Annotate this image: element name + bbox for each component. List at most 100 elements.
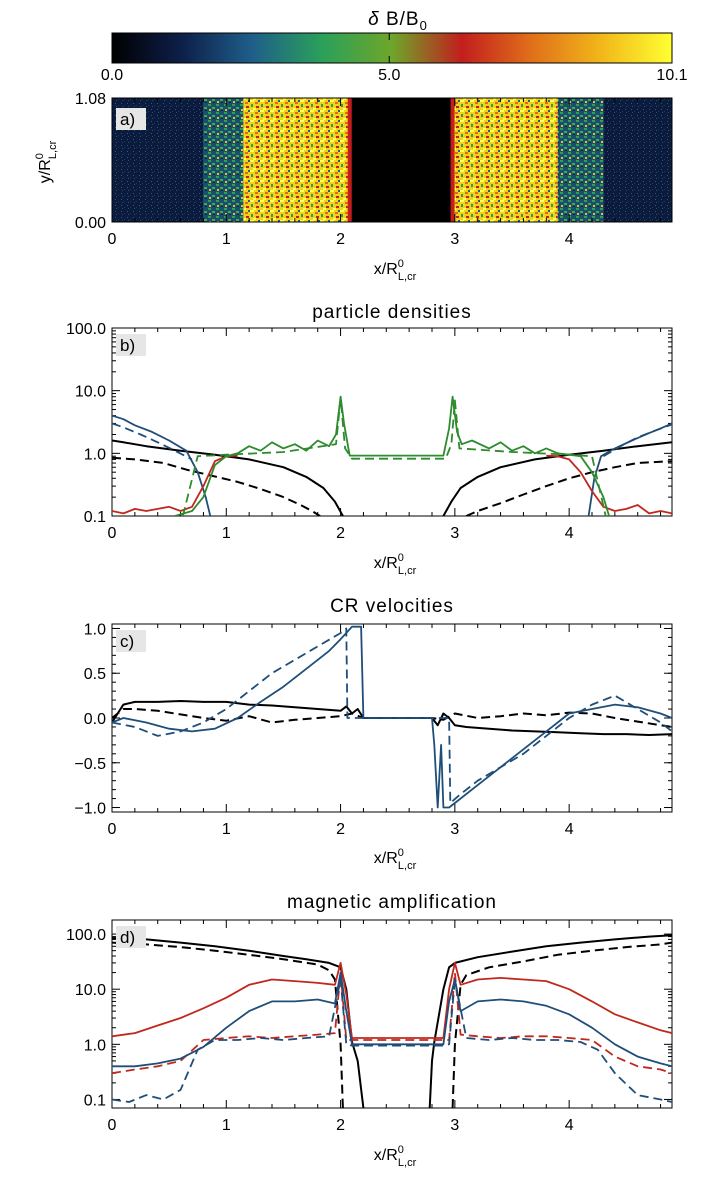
x-axis-label: x/R0 L,cr: [374, 847, 417, 872]
x-tick-label: 4: [565, 525, 574, 542]
y-axis-label-sup: 0: [34, 153, 46, 159]
series-line: [442, 441, 672, 516]
panel-label-bg: [116, 926, 146, 948]
y-tick-label: 0.1: [84, 1092, 106, 1109]
x-tick-label: 2: [336, 821, 345, 838]
x-axis-label-sup: 0: [398, 258, 404, 270]
y-tick-label: 0.1: [84, 509, 106, 526]
plot-frame: [111, 919, 673, 1109]
x-tick-label: 2: [336, 525, 345, 542]
heatmap-band: [452, 98, 558, 222]
series-line: [174, 395, 610, 516]
series-line: [451, 941, 672, 1108]
series-line: [112, 700, 672, 736]
colorbar-gradient: [111, 32, 673, 64]
x-axis-label-sub: L,cr: [398, 565, 417, 577]
x-axis-label: x/R0 L,cr: [374, 258, 417, 283]
y-tick-label: 1.08: [75, 91, 106, 108]
x-axis-label-main: x/R: [374, 1147, 398, 1164]
heatmap-band: [243, 98, 350, 222]
y-tick-label: 10.0: [75, 982, 106, 999]
panel-title: magnetic amplification: [287, 892, 497, 913]
colorbar-label: δ B/B0: [368, 9, 428, 33]
colorbar-label-sub: 0: [420, 18, 428, 33]
y-tick-label: 100.0: [66, 927, 106, 944]
x-tick-label: 1: [222, 821, 231, 838]
x-tick-label: 1: [222, 525, 231, 542]
series-line: [112, 625, 672, 809]
colorbar-tick-label: 0.0: [101, 67, 123, 84]
heatmap-band: [203, 98, 244, 222]
x-axis-label: x/R0 L,cr: [374, 1144, 417, 1169]
series-line: [112, 439, 344, 516]
y-tick-label: 0.00: [75, 215, 106, 232]
plot-frame: [111, 97, 673, 223]
x-tick-label: 3: [450, 525, 459, 542]
series-line: [112, 971, 672, 1075]
y-tick-label: 1.0: [84, 1037, 106, 1054]
series-line: [112, 941, 344, 1108]
panel-label: b): [120, 336, 135, 355]
panel-label-bg: [116, 108, 146, 130]
panel-label: a): [120, 110, 135, 129]
x-axis-label-sup: 0: [398, 1144, 404, 1156]
x-tick-label: 2: [336, 231, 345, 248]
series-line: [112, 456, 321, 516]
y-axis-label: y/R0L,cr: [34, 140, 59, 183]
series-line: [112, 414, 212, 516]
colorbar-tick-label: 10.1: [656, 67, 687, 84]
series-line: [602, 423, 672, 457]
x-tick-label: 2: [336, 1117, 345, 1134]
x-axis-label-main: x/R: [374, 555, 398, 572]
x-axis-label: x/R0 L,cr: [374, 552, 417, 577]
x-tick-label: 3: [450, 231, 459, 248]
panel-title: particle densities: [312, 302, 472, 323]
x-axis-label-sup: 0: [398, 847, 404, 859]
panel-d-magnetic-amplification: magnetic amplification 0 1 2 3 4 0.1 1.0 10.0 100…: [66, 892, 673, 1169]
y-tick-label: 1.0: [84, 446, 106, 463]
panel-label: c): [120, 632, 134, 651]
panel-label-bg: [116, 334, 146, 356]
series-group: [112, 625, 672, 809]
y-tick-label: 0.5: [84, 666, 106, 683]
series-group: [112, 934, 672, 1108]
series-line: [112, 454, 238, 515]
heatmap-shock-edge: [450, 98, 455, 222]
series-line: [112, 627, 672, 804]
y-tick-label: 0.0: [84, 711, 106, 728]
y-tick-label: −0.5: [74, 756, 106, 773]
x-tick-label: 4: [565, 1117, 574, 1134]
x-tick-label: 1: [222, 231, 231, 248]
series-line: [546, 454, 672, 515]
colorbar-label-main: B/B: [386, 9, 420, 30]
x-axis-label-sub: L,cr: [398, 1157, 417, 1169]
colorbar-label-symbol: δ: [368, 9, 386, 30]
x-tick-label: 0: [108, 1117, 117, 1134]
x-tick-label: 3: [450, 1117, 459, 1134]
colorbar: δ B/B0 0.0 5.0 10.1: [101, 9, 688, 84]
y-axis-label-sub: L,cr: [47, 140, 59, 159]
y-tick-label: 1.0: [84, 621, 106, 638]
series-line: [428, 934, 672, 1108]
heatmap-band: [603, 98, 672, 222]
x-axis-label-main: x/R: [374, 850, 398, 867]
x-axis-label-sub: L,cr: [398, 860, 417, 872]
series-group: [112, 395, 672, 516]
y-tick-label: 10.0: [75, 384, 106, 401]
heatmap-band: [557, 98, 604, 222]
x-tick-label: 4: [565, 821, 574, 838]
plot-frame: [111, 327, 673, 517]
series-line: [112, 937, 365, 1108]
x-tick-label: 4: [565, 231, 574, 248]
series-line: [112, 971, 672, 1068]
panel-c-cr-velocities: CR velocities 0 1 2 3 4 −1.0 −0.5 0.0 0.5 1.0 c) x/R…: [74, 596, 673, 872]
panel-label: d): [120, 928, 135, 947]
series-line: [112, 978, 672, 1103]
panel-a-heatmap: 0 1 2 3 4 0.00 1.08 a) x/R0 L,cr y/R0L,cr: [34, 91, 673, 283]
x-tick-label: 3: [450, 821, 459, 838]
x-tick-label: 0: [108, 821, 117, 838]
panel-title: CR velocities: [330, 596, 454, 617]
series-line: [112, 422, 193, 461]
panel-label-bg: [116, 630, 146, 652]
